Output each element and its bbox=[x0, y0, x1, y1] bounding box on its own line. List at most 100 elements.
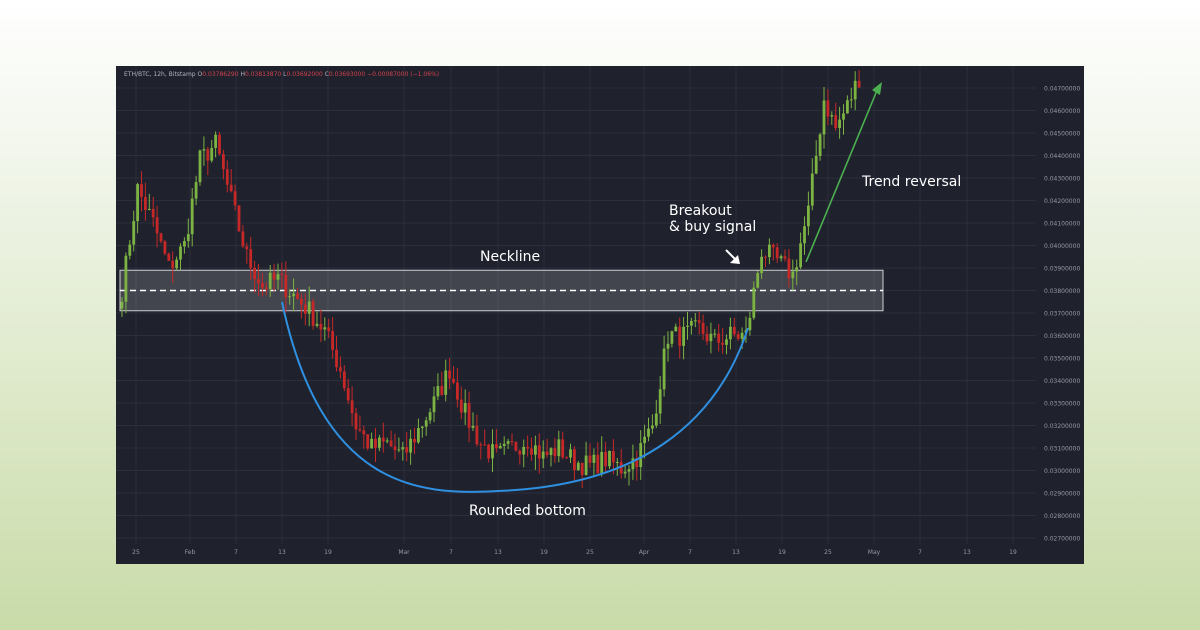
low-value: 0.03692000 bbox=[286, 71, 323, 78]
candle-body bbox=[635, 458, 639, 468]
trend-arrow-line bbox=[805, 87, 879, 263]
candle-body bbox=[186, 234, 190, 242]
candle-body bbox=[171, 260, 175, 269]
candle-body bbox=[366, 434, 370, 449]
candle-body bbox=[292, 293, 295, 297]
candle-body bbox=[378, 437, 381, 448]
y-tick-label: 0.04400000 bbox=[1044, 153, 1080, 160]
candle-body bbox=[807, 205, 810, 227]
candle-body bbox=[296, 293, 299, 299]
candle-body bbox=[783, 256, 787, 259]
candle-body bbox=[760, 256, 763, 274]
candle-body bbox=[740, 332, 744, 339]
candle-body bbox=[319, 323, 323, 330]
candle-body bbox=[647, 428, 650, 437]
candle-body bbox=[826, 100, 830, 117]
chart-panel[interactable]: 25 Feb 7 13 19 Mar 7 13 19 25 Apr 7 13 19 25 May 7 13 19 0… bbox=[116, 66, 1084, 564]
candle-body bbox=[682, 326, 685, 346]
y-tick-label: 0.03100000 bbox=[1044, 446, 1080, 453]
candle-body bbox=[218, 134, 221, 155]
candle-body bbox=[857, 80, 861, 88]
candle-body bbox=[471, 425, 475, 428]
candle-body bbox=[120, 301, 124, 309]
candle-body bbox=[678, 326, 682, 346]
candle-body bbox=[202, 149, 206, 151]
candle-body bbox=[818, 134, 822, 156]
candle-body bbox=[268, 272, 272, 289]
candle-body bbox=[144, 196, 147, 210]
candle-body bbox=[502, 443, 506, 446]
candle-body bbox=[569, 449, 572, 458]
candle-body bbox=[331, 331, 334, 350]
symbol-label: ETH/BTC, 12h, Bitstamp bbox=[124, 71, 196, 78]
candle-body bbox=[354, 413, 358, 430]
candle-body bbox=[736, 334, 740, 339]
candle-body bbox=[358, 429, 362, 431]
candle-body bbox=[303, 304, 307, 314]
candle-body bbox=[276, 274, 280, 280]
candle-body bbox=[670, 331, 674, 344]
candle-body bbox=[846, 100, 849, 114]
y-tick-label: 0.04700000 bbox=[1044, 86, 1080, 93]
candle-body bbox=[475, 425, 479, 445]
candle-body bbox=[690, 321, 693, 326]
change-value: −0.00087000 (−1.06%) bbox=[367, 71, 440, 78]
candle-body bbox=[803, 226, 806, 244]
candle-body bbox=[580, 462, 584, 475]
candle-body bbox=[147, 208, 151, 210]
open-value: 0.03786290 bbox=[202, 71, 239, 78]
candle-body bbox=[721, 342, 724, 345]
candle-body bbox=[222, 154, 225, 170]
y-tick-label: 0.03700000 bbox=[1044, 311, 1080, 318]
candle-body bbox=[693, 320, 697, 322]
x-tick-label: 7 bbox=[688, 549, 692, 556]
candle-body bbox=[615, 461, 619, 463]
candle-body bbox=[514, 442, 518, 451]
candle-body bbox=[487, 444, 490, 459]
candle-body bbox=[779, 256, 783, 259]
candle-body bbox=[495, 444, 498, 449]
candle-body bbox=[132, 221, 136, 245]
candle-body bbox=[159, 233, 163, 242]
candle-body bbox=[405, 447, 409, 453]
y-tick-label: 0.02900000 bbox=[1044, 491, 1080, 498]
x-tick-label: Apr bbox=[639, 549, 650, 556]
candle-body bbox=[385, 440, 389, 442]
candle-body bbox=[853, 80, 857, 100]
high-value: 0.03813870 bbox=[244, 71, 282, 78]
candle-body bbox=[417, 428, 420, 443]
candle-body bbox=[701, 322, 705, 334]
candles bbox=[120, 70, 861, 489]
candle-body bbox=[420, 426, 424, 429]
y-tick-label: 0.04200000 bbox=[1044, 198, 1080, 205]
candle-body bbox=[748, 317, 752, 331]
x-tick-label: 13 bbox=[494, 549, 502, 556]
candle-body bbox=[413, 438, 416, 443]
candle-body bbox=[822, 100, 826, 135]
candle-body bbox=[463, 403, 467, 413]
candle-body bbox=[280, 274, 284, 276]
neckline-zone bbox=[119, 269, 884, 312]
candle-body bbox=[697, 320, 701, 323]
candle-body bbox=[565, 457, 568, 459]
candle-body bbox=[456, 382, 459, 400]
candle-body bbox=[608, 450, 611, 467]
candlestick-chart[interactable]: 25 Feb 7 13 19 Mar 7 13 19 25 Apr 7 13 19 25 May 7 13 19 0… bbox=[116, 66, 1084, 564]
candle-body bbox=[374, 438, 377, 448]
candle-body bbox=[654, 413, 658, 426]
trend-reversal-label: Trend reversal bbox=[862, 174, 962, 190]
candle-body bbox=[389, 440, 393, 447]
candle-body bbox=[194, 182, 198, 199]
candle-body bbox=[241, 231, 245, 247]
candle-body bbox=[526, 446, 529, 449]
candle-body bbox=[479, 444, 483, 446]
candle-body bbox=[323, 327, 327, 330]
rounded-bottom-arc bbox=[281, 301, 749, 493]
candle-body bbox=[651, 425, 654, 429]
candle-body bbox=[288, 296, 292, 298]
candle-body bbox=[210, 147, 214, 161]
y-tick-label: 0.03000000 bbox=[1044, 468, 1080, 475]
x-tick-label: Mar bbox=[398, 549, 410, 556]
candle-body bbox=[452, 378, 455, 383]
close-value: 0.03693000 bbox=[328, 71, 366, 78]
